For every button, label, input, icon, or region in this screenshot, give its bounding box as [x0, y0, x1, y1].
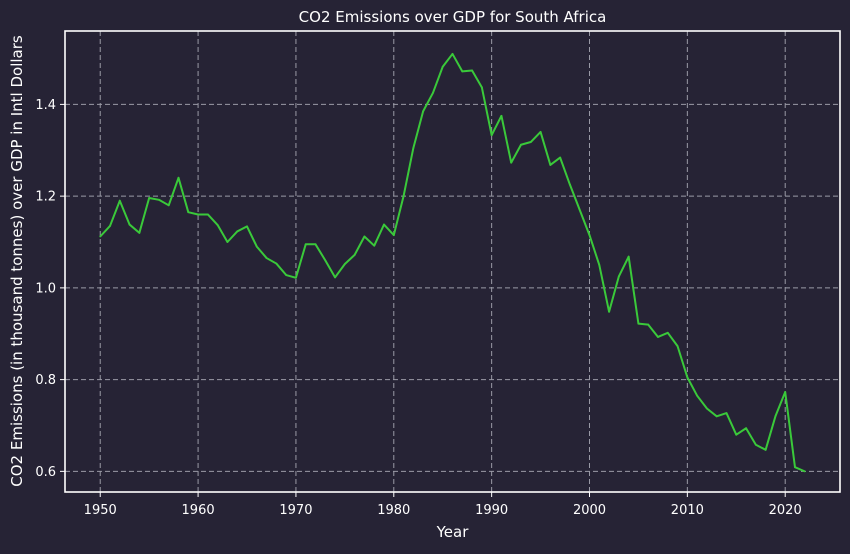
data-point: [735, 433, 738, 436]
data-point: [275, 262, 278, 265]
data-point: [520, 143, 522, 146]
plot-frame: [64, 30, 841, 493]
x-tick-label: 1970: [279, 503, 312, 518]
data-point: [657, 336, 659, 338]
data-point: [784, 391, 787, 393]
x-tick-label: 1960: [182, 503, 215, 518]
y-tick-label: 0.8: [35, 373, 56, 388]
y-tick-label: 1.2: [35, 190, 56, 205]
x-tick-label: 1990: [475, 503, 508, 518]
data-point: [676, 345, 679, 348]
data-point: [471, 69, 473, 72]
data-point: [392, 234, 395, 237]
data-point: [647, 323, 650, 326]
x-tick-label: 2010: [671, 503, 704, 518]
y-tick-label: 1.0: [35, 281, 56, 296]
x-tick-label: 2000: [573, 503, 606, 518]
data-point: [627, 255, 630, 258]
data-point: [216, 224, 219, 226]
data-point: [177, 176, 180, 179]
data-point: [295, 276, 297, 279]
data-point: [588, 234, 591, 237]
data-point: [158, 198, 160, 201]
x-tick-label: 2020: [769, 503, 802, 518]
data-point: [598, 264, 601, 266]
data-point: [666, 331, 669, 334]
data-point: [118, 199, 121, 202]
data-point: [432, 92, 434, 94]
data-point: [774, 415, 777, 418]
data-point: [304, 243, 307, 246]
data-point: [412, 147, 415, 149]
data-point: [500, 114, 503, 117]
y-axis-title: CO2 Emissions (in thousand tonnes) over …: [8, 35, 26, 487]
data-point: [617, 275, 620, 278]
data-point: [529, 141, 532, 143]
data-point: [422, 110, 425, 113]
data-point: [686, 376, 689, 379]
series-layer: [99, 52, 806, 473]
data-point: [128, 223, 131, 226]
data-point: [402, 195, 405, 198]
data-point: [373, 244, 376, 247]
y-tick-label: 1.4: [35, 98, 56, 113]
data-point: [148, 197, 151, 199]
data-point: [255, 245, 258, 248]
data-point: [441, 65, 444, 68]
data-point: [764, 448, 767, 451]
data-point: [334, 276, 336, 279]
data-point: [559, 156, 562, 159]
data-point: [578, 209, 581, 211]
data-point: [197, 213, 199, 216]
data-point: [226, 241, 229, 243]
data-point: [109, 225, 111, 227]
data-point: [754, 443, 757, 446]
data-point: [343, 263, 346, 265]
data-point: [363, 235, 366, 238]
data-point: [206, 213, 209, 216]
data-point: [353, 253, 356, 256]
data-point: [99, 235, 102, 238]
data-point: [725, 412, 728, 414]
data-point: [706, 407, 708, 410]
data-point: [480, 86, 483, 89]
data-point: [696, 394, 699, 397]
data-point: [745, 427, 747, 430]
data-point: [167, 204, 170, 207]
data-point: [539, 131, 542, 133]
data-point: [236, 230, 239, 233]
data-point: [187, 211, 190, 214]
data-point: [265, 257, 268, 259]
data-point: [461, 70, 464, 73]
data-point: [451, 53, 454, 55]
data-point: [794, 466, 796, 469]
data-point: [569, 183, 571, 186]
x-tick-label: 1980: [377, 503, 410, 518]
axis-ticks: 1950 1960 1970 1980 1990 2000 2010 2020 0.6 0.8 1.…: [35, 98, 801, 518]
y-tick-label: 0.6: [35, 465, 56, 480]
x-axis-title: Year: [436, 523, 470, 541]
data-point: [549, 164, 552, 166]
data-point: [314, 243, 317, 246]
data-point: [285, 274, 288, 276]
data-point: [510, 161, 513, 164]
data-point: [637, 322, 640, 325]
data-point: [383, 223, 385, 226]
data-point: [803, 470, 806, 473]
chart-title: CO2 Emissions over GDP for South Africa: [299, 8, 607, 26]
data-point: [138, 231, 141, 234]
data-point: [246, 225, 248, 228]
data-point: [715, 415, 718, 418]
x-tick-label: 1950: [84, 503, 117, 518]
data-point: [490, 134, 493, 137]
data-point: [324, 259, 327, 262]
grid-lines: [65, 31, 840, 492]
data-point: [608, 310, 610, 313]
